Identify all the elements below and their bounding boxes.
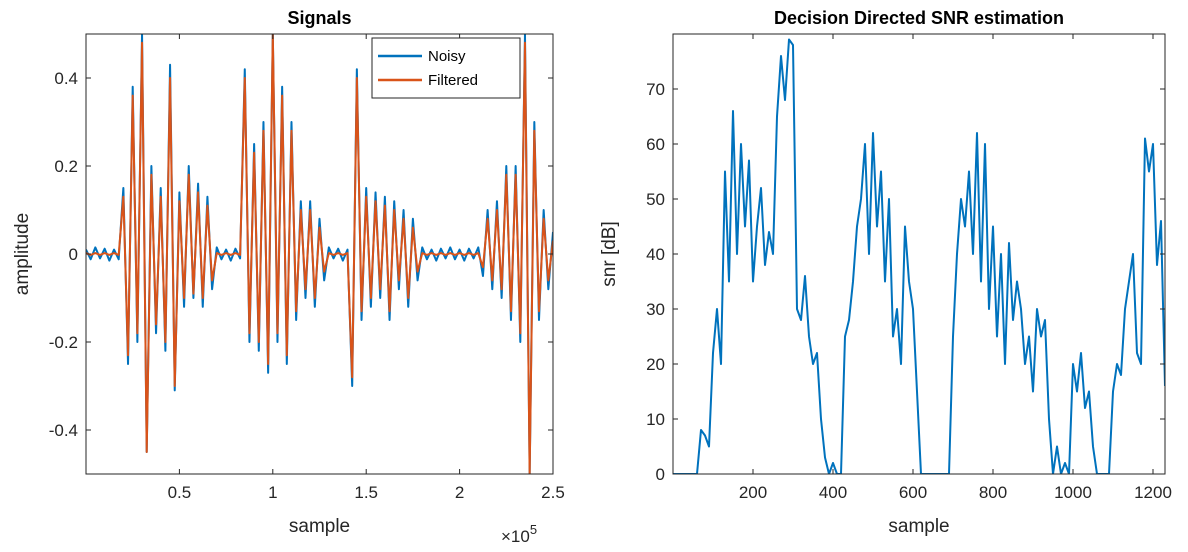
x-tick-label: 0.5 [168, 483, 192, 502]
data-line [673, 38, 1165, 474]
x-tick-label: 400 [819, 483, 847, 502]
multiplier-exponent: 5 [530, 522, 537, 537]
chart-title: Decision Directed SNR estimation [774, 8, 1064, 28]
y-tick-label: 0 [656, 465, 665, 484]
x-tick-label: 2.5 [541, 483, 565, 502]
multiplier-base: ×10 [501, 527, 530, 546]
y-axis-label: snr [dB] [599, 221, 620, 286]
y-tick-label: 50 [646, 190, 665, 209]
y-tick-label: 30 [646, 300, 665, 319]
x-tick-label: 200 [739, 483, 767, 502]
y-tick-label: 0 [69, 245, 78, 264]
x-tick-label: 1200 [1134, 483, 1172, 502]
y-tick-label: 0.4 [54, 69, 78, 88]
x-axis-label: sample [289, 516, 350, 537]
x-axis-label: sample [888, 516, 949, 537]
legend-label: Noisy [428, 48, 466, 65]
x-tick-label: 1 [268, 483, 277, 502]
y-tick-label: 60 [646, 135, 665, 154]
x-tick-label: 1.5 [354, 483, 378, 502]
y-axis-label: amplitude [12, 213, 33, 295]
x-tick-label: 800 [979, 483, 1007, 502]
x-tick-label: 1000 [1054, 483, 1092, 502]
y-tick-label: 0.2 [54, 157, 78, 176]
legend-label: Filtered [428, 72, 478, 89]
y-tick-label: 20 [646, 355, 665, 374]
axes: 200 400 600 800 1000 1200 0 10 20 30 40 50 60 70 Decis… [599, 8, 1172, 537]
y-tick-label: 10 [646, 410, 665, 429]
x-tick-label: 600 [899, 483, 927, 502]
y-tick-label: 70 [646, 80, 665, 99]
chart-title: Signals [287, 8, 351, 28]
data-line [86, 34, 553, 474]
plot-area [86, 34, 553, 474]
axes: 0.5 1 1.5 2 2.5 -0.4 -0.2 0 0.2 0.4 Signals sample a… [12, 8, 565, 546]
y-tick-label: -0.4 [49, 421, 78, 440]
x-multiplier: ×105 [501, 522, 537, 546]
x-tick-label: 2 [455, 483, 464, 502]
legend-box [371, 37, 521, 99]
y-tick-label: 40 [646, 245, 665, 264]
y-tick-label: -0.2 [49, 333, 78, 352]
